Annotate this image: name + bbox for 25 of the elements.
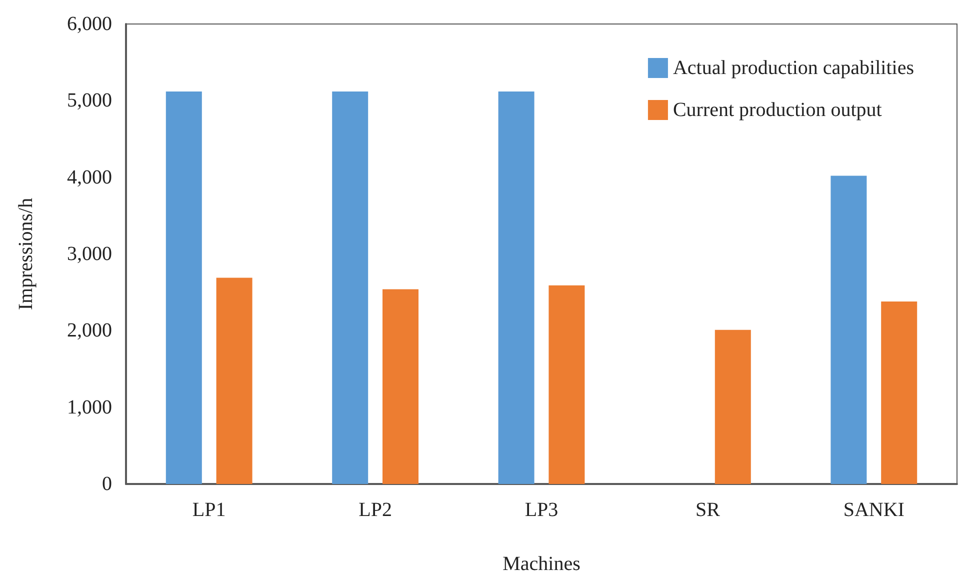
legend-label: Current production output <box>672 99 882 121</box>
x-tick-label: SANKI <box>843 499 904 521</box>
legend-label: Actual production capabilities <box>672 57 914 79</box>
y-tick-label: 1,000 <box>67 396 112 418</box>
y-axis-title: Impressions/h <box>15 198 37 310</box>
x-tick-label: LP1 <box>192 499 226 521</box>
bar <box>548 285 585 484</box>
x-tick-label: LP3 <box>524 499 558 521</box>
x-axis-title: Machines <box>502 553 581 575</box>
y-tick-label: 4,000 <box>67 166 112 188</box>
bar <box>881 302 918 484</box>
y-tick-label: 5,000 <box>67 90 112 112</box>
y-tick-label: 0 <box>102 473 112 495</box>
bar <box>498 91 534 484</box>
bar <box>166 91 202 484</box>
x-tick-label: SR <box>695 499 721 521</box>
bar <box>332 91 368 484</box>
y-tick-label: 6,000 <box>67 13 112 35</box>
bar <box>382 289 418 484</box>
y-tick-label: 3,000 <box>67 243 112 265</box>
y-tick-label: 2,000 <box>67 320 112 342</box>
bar <box>714 330 751 484</box>
bar <box>216 278 252 484</box>
bar <box>830 176 867 484</box>
x-tick-label: LP2 <box>358 499 392 521</box>
